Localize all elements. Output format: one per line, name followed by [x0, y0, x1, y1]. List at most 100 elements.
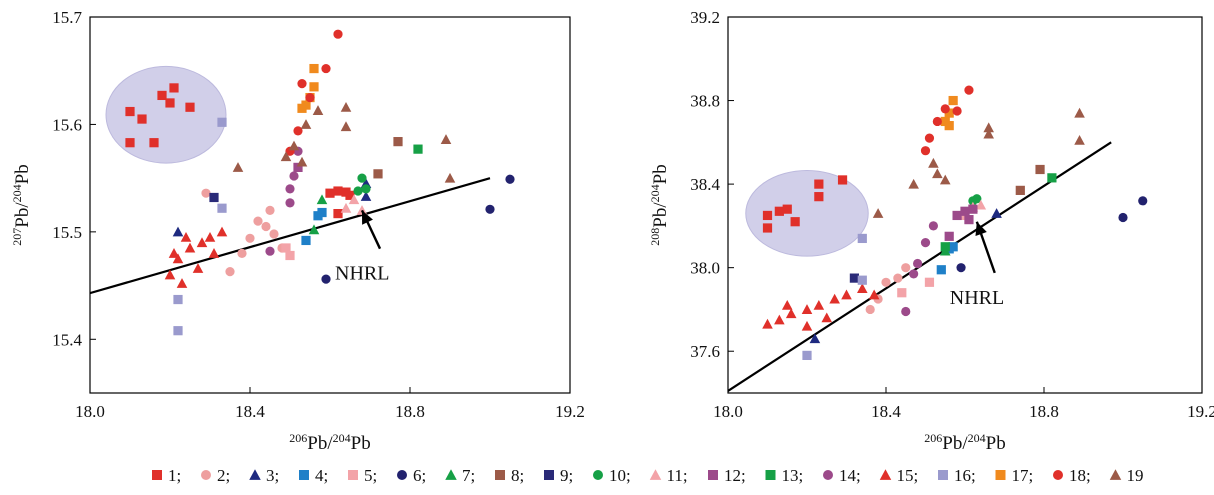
data-point-group-10 [361, 184, 371, 194]
data-point-group-1 [790, 217, 800, 227]
data-point-group-12 [293, 162, 303, 172]
data-point-group-9 [209, 192, 219, 203]
data-point-group-1 [333, 208, 343, 219]
data-point-group-14 [285, 184, 295, 194]
legend-label: 9; [560, 466, 573, 485]
data-point-group-1 [333, 186, 343, 196]
series-group-8 [373, 137, 403, 179]
data-point-group-3 [360, 191, 372, 201]
x-tick-label: 19.2 [1187, 402, 1214, 421]
highlight-region [745, 170, 869, 257]
legend-item: 16; [938, 466, 976, 485]
data-point-group-15 [841, 289, 852, 300]
data-point-group-15 [857, 283, 868, 294]
data-point-group-15 [172, 253, 184, 264]
data-point-group-15 [868, 289, 880, 300]
legend-marker-square [152, 470, 162, 480]
legend-marker-triangle [1109, 469, 1122, 480]
data-point-group-1 [814, 192, 824, 202]
data-point-group-10 [353, 186, 363, 196]
data-point-group-3 [991, 208, 1002, 218]
data-point-group-6 [485, 204, 495, 214]
data-point-group-1 [125, 106, 135, 117]
y-tick-label: 15.6 [52, 115, 82, 134]
legend-label: 16; [954, 466, 976, 485]
legend-marker-circle [1053, 470, 1063, 480]
series-group-2 [201, 188, 287, 277]
data-point-group-8 [1015, 185, 1025, 195]
series-group-2 [865, 263, 911, 315]
legend-item: 4; [299, 466, 328, 485]
data-point-group-2 [901, 263, 911, 273]
data-point-group-15 [208, 248, 220, 258]
data-point-group-4 [317, 207, 327, 218]
legend-label: 11; [667, 466, 688, 485]
series-group-18 [920, 85, 974, 156]
data-point-group-1 [165, 98, 175, 108]
data-point-group-16 [173, 326, 183, 336]
data-point-group-15 [192, 263, 204, 273]
data-point-group-15 [164, 269, 176, 280]
highlight-region [105, 65, 227, 164]
data-point-group-11 [348, 194, 360, 205]
series-group-14 [265, 146, 303, 256]
data-point-group-11 [340, 202, 352, 213]
legend-item: 18; [1053, 466, 1091, 485]
data-point-group-18 [952, 106, 962, 116]
y-tick-label: 39.2 [690, 8, 720, 27]
legend-label: 15; [897, 466, 919, 485]
data-point-group-19 [312, 105, 324, 115]
data-point-group-15 [180, 231, 192, 242]
legend-label: 10; [609, 466, 631, 485]
y-axis-label: 208Pb/204Pb [648, 164, 671, 245]
legend-label: 5; [364, 466, 377, 485]
legend-item: 19 [1109, 466, 1144, 485]
series-group-1 [762, 175, 848, 233]
legend-marker-circle [593, 470, 603, 480]
data-point-group-18 [964, 85, 974, 95]
data-point-group-17 [948, 95, 958, 106]
legend-item: 11; [649, 466, 688, 485]
data-point-group-2 [881, 277, 891, 287]
data-point-group-19 [340, 101, 352, 112]
data-point-group-8 [393, 137, 403, 147]
data-point-group-4 [936, 265, 946, 275]
data-point-group-13 [940, 242, 950, 252]
data-point-group-16 [217, 117, 227, 127]
plot-frame [89, 16, 571, 394]
legend-marker-square [765, 470, 776, 480]
nhrl-reference-line [90, 177, 491, 295]
data-point-group-15 [829, 293, 840, 304]
data-point-group-18 [297, 79, 307, 89]
series-group-15 [164, 226, 228, 288]
legend-label: 14; [839, 466, 861, 485]
series-group-12 [293, 162, 303, 172]
data-point-group-12 [952, 210, 962, 221]
x-tick-label: 18.8 [1029, 402, 1059, 421]
data-point-group-19 [1074, 134, 1085, 145]
legend-item: 14; [823, 466, 861, 485]
data-point-group-9 [849, 273, 859, 283]
legend-label: 12; [724, 466, 746, 485]
data-point-group-8 [373, 169, 383, 179]
series-group-7 [308, 194, 328, 235]
data-point-group-1 [837, 175, 848, 185]
data-point-group-17 [309, 63, 319, 74]
data-point-group-1 [762, 210, 773, 221]
y-tick-label: 37.6 [690, 342, 720, 361]
legend-marker-square [938, 470, 948, 480]
data-point-group-15 [204, 231, 216, 242]
x-tick-label: 18.0 [713, 402, 743, 421]
data-point-group-14 [289, 171, 299, 181]
data-point-group-13 [1047, 173, 1057, 183]
data-point-group-16 [857, 275, 867, 285]
x-tick-label: 19.2 [555, 402, 585, 421]
series-group-6 [321, 174, 515, 284]
data-point-group-2 [201, 188, 211, 198]
y-tick-label: 38.8 [690, 92, 720, 111]
legend-item: 7; [445, 466, 475, 485]
legend-item: 9; [544, 466, 573, 485]
data-point-group-4 [301, 235, 311, 246]
data-point-group-17 [309, 82, 319, 92]
series-group-5 [897, 277, 935, 298]
